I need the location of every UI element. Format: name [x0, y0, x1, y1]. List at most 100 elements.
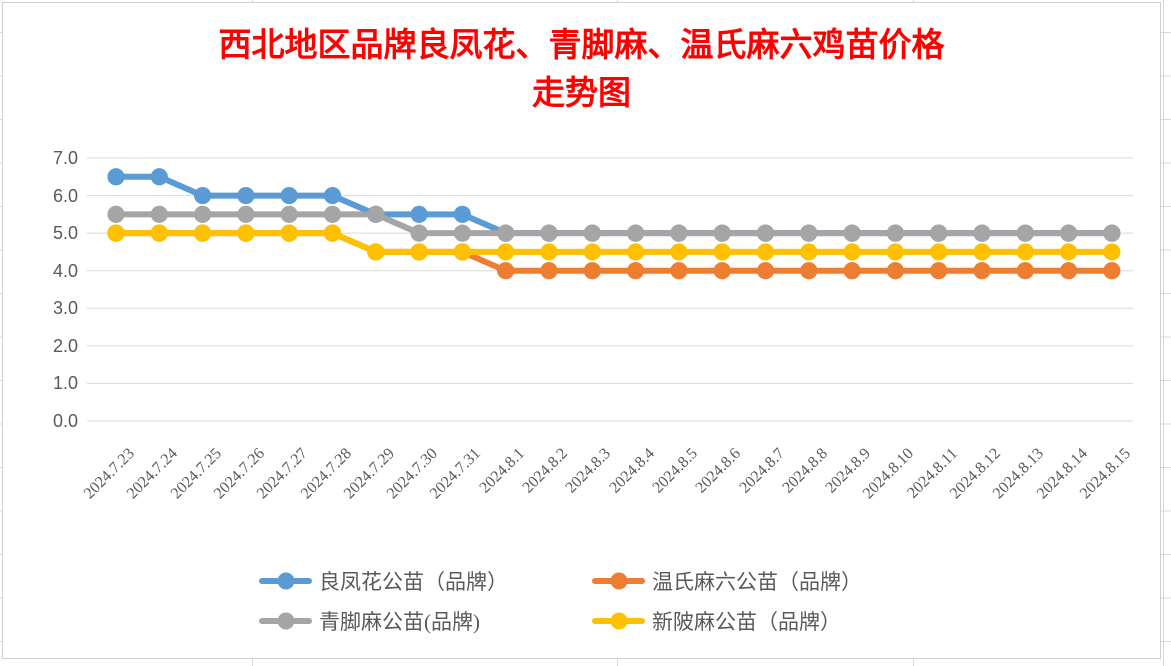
data-point-liangfenghua-2024.7.23[interactable]	[107, 168, 125, 186]
y-tick-label-2.0: 2.0	[52, 335, 78, 356]
data-point-xinpima-2024.8.15[interactable]	[1103, 243, 1121, 261]
data-point-qingjiaoma-2024.7.23[interactable]	[107, 205, 125, 223]
data-point-qingjiaoma-2024.8.9[interactable]	[843, 224, 861, 242]
legend-marker-dot-wenshimaliu	[610, 572, 627, 590]
data-point-xinpima-2024.8.7[interactable]	[756, 243, 775, 261]
data-point-xinpima-2024.8.8[interactable]	[800, 243, 818, 261]
data-point-qingjiaoma-2024.7.31[interactable]	[453, 224, 471, 242]
data-point-qingjiaoma-2024.8.1[interactable]	[497, 224, 515, 242]
data-point-wenshimaliu-2024.8.6[interactable]	[713, 262, 731, 280]
data-point-xinpima-2024.8.3[interactable]	[583, 243, 601, 261]
data-point-xinpima-2024.7.26[interactable]	[237, 224, 255, 242]
data-point-xinpima-2024.8.13[interactable]	[1016, 243, 1034, 261]
data-point-qingjiaoma-2024.8.8[interactable]	[800, 224, 818, 242]
y-tick-label-3.0: 3.0	[52, 298, 78, 319]
data-point-wenshimaliu-2024.8.11[interactable]	[930, 262, 948, 280]
chart-title-line-2: 走势图	[532, 76, 631, 112]
y-tick-label-0.0: 0.0	[52, 411, 78, 431]
data-point-qingjiaoma-2024.8.5[interactable]	[670, 224, 688, 242]
legend-marker-dot-xinpima	[610, 612, 627, 630]
data-point-qingjiaoma-2024.8.15[interactable]	[1103, 224, 1121, 242]
data-point-xinpima-2024.7.28[interactable]	[323, 224, 342, 242]
data-point-qingjiaoma-2024.7.25[interactable]	[194, 205, 212, 223]
data-point-qingjiaoma-2024.8.11[interactable]	[930, 224, 948, 242]
data-point-xinpima-2024.7.30[interactable]	[410, 243, 428, 261]
data-point-xinpima-2024.8.10[interactable]	[886, 243, 905, 261]
data-point-xinpima-2024.8.9[interactable]	[843, 243, 861, 261]
legend-item-liangfenghua[interactable]: 良凤花公苗（品牌）	[259, 564, 508, 598]
data-point-qingjiaoma-2024.8.10[interactable]	[886, 224, 905, 242]
data-point-xinpima-2024.7.23[interactable]	[107, 224, 125, 242]
data-point-wenshimaliu-2024.8.13[interactable]	[1016, 262, 1034, 280]
legend-item-wenshimaliu[interactable]: 温氏麻六公苗（品牌）	[592, 564, 862, 598]
data-point-liangfenghua-2024.7.24[interactable]	[150, 168, 168, 186]
data-point-qingjiaoma-2024.7.24[interactable]	[150, 205, 168, 223]
data-point-liangfenghua-2024.7.25[interactable]	[194, 186, 212, 205]
data-point-qingjiaoma-2024.8.7[interactable]	[756, 224, 775, 242]
data-point-wenshimaliu-2024.8.12[interactable]	[973, 262, 991, 280]
data-point-wenshimaliu-2024.8.15[interactable]	[1103, 262, 1121, 280]
data-point-wenshimaliu-2024.8.4[interactable]	[627, 262, 645, 280]
legend-marker-dot-qingjiaoma	[277, 612, 294, 630]
data-point-qingjiaoma-2024.8.3[interactable]	[583, 224, 601, 242]
legend-label-qingjiaoma: 青脚麻公苗(品牌)	[319, 610, 480, 634]
data-point-qingjiaoma-2024.7.30[interactable]	[410, 224, 428, 242]
data-point-wenshimaliu-2024.8.3[interactable]	[583, 262, 601, 280]
legend-label-wenshimaliu: 温氏麻六公苗（品牌）	[652, 570, 862, 594]
data-point-qingjiaoma-2024.7.28[interactable]	[323, 205, 342, 223]
data-point-liangfenghua-2024.7.30[interactable]	[410, 205, 428, 223]
legend-item-xinpima[interactable]: 新陂麻公苗（品牌）	[592, 604, 841, 638]
data-point-xinpima-2024.8.2[interactable]	[540, 243, 558, 261]
data-point-qingjiaoma-2024.7.27[interactable]	[280, 205, 298, 223]
y-tick-label-4.0: 4.0	[52, 260, 78, 281]
legend-marker-dot-liangfenghua	[277, 572, 294, 590]
data-point-qingjiaoma-2024.8.14[interactable]	[1060, 224, 1078, 242]
legend-marker-wenshimaliu	[592, 572, 645, 590]
data-point-xinpima-2024.8.12[interactable]	[973, 243, 991, 261]
legend-label-liangfenghua: 良凤花公苗（品牌）	[319, 570, 508, 594]
data-point-qingjiaoma-2024.7.29[interactable]	[367, 205, 385, 223]
data-point-xinpima-2024.7.31[interactable]	[453, 243, 471, 261]
data-point-liangfenghua-2024.7.27[interactable]	[280, 186, 298, 205]
data-point-wenshimaliu-2024.8.8[interactable]	[800, 262, 818, 280]
data-point-qingjiaoma-2024.8.2[interactable]	[540, 224, 558, 242]
data-point-xinpima-2024.8.4[interactable]	[627, 243, 645, 261]
data-point-qingjiaoma-2024.8.6[interactable]	[713, 224, 731, 242]
data-point-wenshimaliu-2024.8.9[interactable]	[843, 262, 861, 280]
data-point-xinpima-2024.8.5[interactable]	[670, 243, 688, 261]
data-point-liangfenghua-2024.7.28[interactable]	[323, 186, 342, 205]
legend-item-qingjiaoma[interactable]: 青脚麻公苗(品牌)	[259, 604, 480, 638]
data-point-wenshimaliu-2024.8.1[interactable]	[497, 262, 515, 280]
data-point-qingjiaoma-2024.8.4[interactable]	[627, 224, 645, 242]
data-point-xinpima-2024.7.24[interactable]	[150, 224, 168, 242]
series-line-liangfenghua[interactable]	[113, 173, 1115, 237]
y-tick-label-1.0: 1.0	[52, 373, 78, 394]
y-tick-label-6.0: 6.0	[52, 185, 78, 206]
data-point-wenshimaliu-2024.8.2[interactable]	[540, 262, 558, 280]
y-tick-label-5.0: 5.0	[52, 223, 78, 244]
data-point-xinpima-2024.8.1[interactable]	[497, 243, 515, 261]
data-point-xinpima-2024.8.11[interactable]	[930, 243, 948, 261]
data-point-wenshimaliu-2024.8.7[interactable]	[756, 262, 775, 280]
data-point-qingjiaoma-2024.8.12[interactable]	[973, 224, 991, 242]
chart-title: 西北地区品牌良凤花、青脚麻、温氏麻六鸡苗价格 走势图	[0, 22, 1163, 118]
chart-title-line-1: 西北地区品牌良凤花、青脚麻、温氏麻六鸡苗价格	[218, 28, 945, 64]
cell-border	[1163, 0, 1164, 666]
series-qingjiaoma[interactable]	[107, 205, 1121, 242]
data-point-xinpima-2024.7.27[interactable]	[280, 224, 298, 242]
data-point-qingjiaoma-2024.7.26[interactable]	[237, 205, 255, 223]
data-point-wenshimaliu-2024.8.10[interactable]	[886, 262, 905, 280]
data-point-wenshimaliu-2024.8.14[interactable]	[1060, 262, 1078, 280]
data-point-xinpima-2024.7.29[interactable]	[367, 243, 385, 261]
data-point-xinpima-2024.8.6[interactable]	[713, 243, 731, 261]
data-point-wenshimaliu-2024.8.5[interactable]	[670, 262, 688, 280]
data-point-qingjiaoma-2024.8.13[interactable]	[1016, 224, 1034, 242]
chart-panel[interactable]	[2, 2, 1161, 659]
data-point-xinpima-2024.7.25[interactable]	[194, 224, 212, 242]
series-xinpima[interactable]	[107, 224, 1121, 261]
data-point-liangfenghua-2024.7.31[interactable]	[453, 205, 471, 223]
data-point-liangfenghua-2024.7.26[interactable]	[237, 186, 255, 205]
data-point-xinpima-2024.8.14[interactable]	[1060, 243, 1078, 261]
